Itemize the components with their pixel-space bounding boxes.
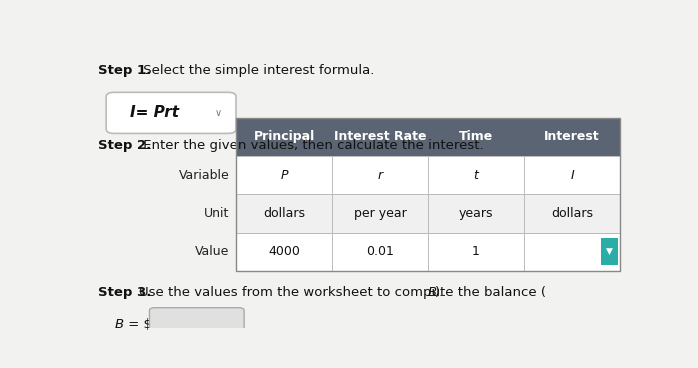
Text: dollars: dollars: [263, 207, 305, 220]
Text: Interest Rate: Interest Rate: [334, 131, 426, 144]
Text: Select the simple interest formula.: Select the simple interest formula.: [139, 64, 374, 77]
Text: Unit: Unit: [204, 207, 230, 220]
Text: Use the values from the worksheet to compute the balance (: Use the values from the worksheet to com…: [139, 286, 546, 300]
Text: = $: = $: [124, 318, 152, 331]
Text: B: B: [114, 318, 124, 331]
Text: t: t: [474, 169, 479, 182]
FancyBboxPatch shape: [149, 308, 244, 339]
Text: dollars: dollars: [551, 207, 593, 220]
FancyBboxPatch shape: [236, 233, 620, 271]
Text: B: B: [428, 286, 437, 300]
Text: Principal: Principal: [253, 131, 315, 144]
Text: Time: Time: [459, 131, 493, 144]
Text: ∨: ∨: [214, 108, 222, 118]
Text: Variable: Variable: [179, 169, 230, 182]
Text: I: I: [570, 169, 574, 182]
FancyBboxPatch shape: [601, 238, 618, 265]
FancyBboxPatch shape: [236, 118, 620, 156]
Text: P: P: [281, 169, 288, 182]
Text: Step 3.: Step 3.: [98, 286, 151, 300]
Text: ).: ).: [435, 286, 445, 300]
FancyBboxPatch shape: [106, 92, 236, 134]
Text: 0.01: 0.01: [366, 245, 394, 258]
Text: Enter the given values, then calculate the interest.: Enter the given values, then calculate t…: [139, 139, 483, 152]
Text: r: r: [378, 169, 383, 182]
Text: Value: Value: [195, 245, 230, 258]
Text: years: years: [459, 207, 493, 220]
FancyBboxPatch shape: [236, 156, 620, 194]
Text: Step 2.: Step 2.: [98, 139, 151, 152]
Text: Interest: Interest: [544, 131, 600, 144]
Text: ▼: ▼: [607, 247, 614, 256]
Text: I= Prt: I= Prt: [130, 105, 179, 120]
Text: 1: 1: [472, 245, 480, 258]
Text: 4000: 4000: [268, 245, 300, 258]
FancyBboxPatch shape: [236, 194, 620, 233]
Text: per year: per year: [354, 207, 406, 220]
Text: Step 1.: Step 1.: [98, 64, 151, 77]
